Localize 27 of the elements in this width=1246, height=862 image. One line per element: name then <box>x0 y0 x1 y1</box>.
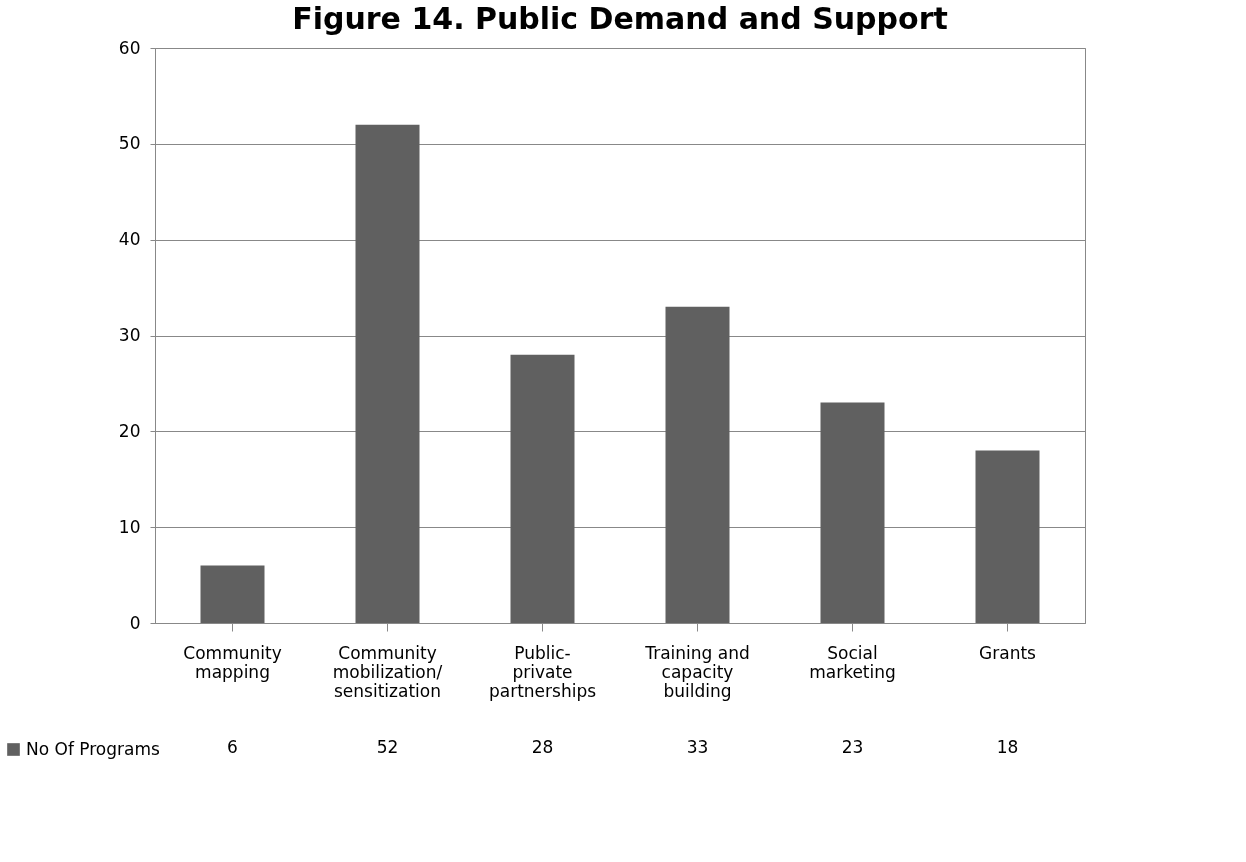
bar <box>665 306 730 623</box>
y-tick-label: 20 <box>118 420 141 441</box>
data-label: 28 <box>531 737 554 757</box>
x-tick-label: Community mapping <box>183 642 282 682</box>
data-label: 23 <box>841 737 864 757</box>
data-label: 18 <box>996 737 1019 757</box>
chart-title: Figure 14. Public Demand and Support <box>292 1 948 36</box>
y-tick-label: 30 <box>118 325 141 345</box>
x-tick-label: Grants <box>979 642 1037 663</box>
bar <box>355 124 420 623</box>
y-tick-label: 0 <box>129 612 141 633</box>
y-tick-label: 50 <box>118 133 141 154</box>
legend-label: No Of Programs <box>26 738 161 759</box>
bar <box>510 354 575 623</box>
bar <box>200 565 265 623</box>
data-label: 52 <box>376 737 399 757</box>
y-tick-label: 40 <box>118 229 141 250</box>
y-tick-label: 60 <box>118 37 141 58</box>
bar <box>975 450 1040 623</box>
x-tick-label: Training and capacity building <box>644 642 750 701</box>
x-tick-label: Social marketing <box>809 642 896 682</box>
x-tick-label: Public-private partnerships <box>488 642 597 701</box>
data-label: 33 <box>686 737 709 757</box>
bar <box>820 402 885 623</box>
y-tick-label: 10 <box>118 516 141 537</box>
x-tick-label: Community mobilization/sensitization <box>332 642 443 701</box>
data-label: 6 <box>227 737 238 757</box>
